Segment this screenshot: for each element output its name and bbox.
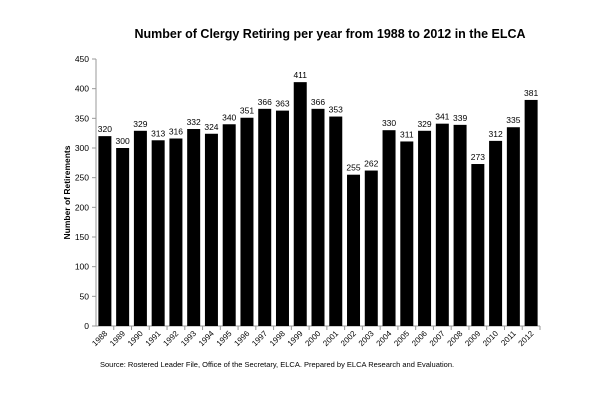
bar-1996 xyxy=(240,117,254,327)
x-tick-label-1991: 1991 xyxy=(144,329,163,348)
data-label-1993: 332 xyxy=(187,117,201,127)
y-tick-label: 250 xyxy=(75,173,89,183)
y-tick-label: 150 xyxy=(75,232,89,242)
data-label-2008: 339 xyxy=(453,113,467,123)
x-tick-label-1994: 1994 xyxy=(197,329,216,348)
x-tick-label-1993: 1993 xyxy=(179,329,198,348)
y-tick-label: 50 xyxy=(80,291,90,301)
data-label-2000: 366 xyxy=(311,97,325,107)
bar-1994 xyxy=(204,133,218,326)
x-tick-label-1990: 1990 xyxy=(126,329,145,348)
bar-2002 xyxy=(347,174,361,326)
x-tick-label-2000: 2000 xyxy=(303,329,322,348)
bar-1999 xyxy=(293,82,307,326)
bar-2012 xyxy=(524,99,538,326)
x-tick-label-2010: 2010 xyxy=(481,329,500,348)
data-label-2005: 311 xyxy=(400,129,414,139)
x-tick-label-2011: 2011 xyxy=(499,329,518,348)
bar-2005 xyxy=(400,141,414,326)
bar-2011 xyxy=(506,127,520,326)
bar-2004 xyxy=(382,130,396,326)
y-tick-label: 100 xyxy=(75,262,89,272)
data-label-2006: 329 xyxy=(417,119,431,129)
x-tick-label-2012: 2012 xyxy=(517,329,536,348)
data-label-1989: 300 xyxy=(116,136,130,146)
x-tick-label-1989: 1989 xyxy=(108,329,127,348)
bar-1989 xyxy=(116,148,130,326)
x-tick-label-2007: 2007 xyxy=(428,329,447,348)
data-label-2012: 381 xyxy=(524,88,538,98)
bar-2008 xyxy=(453,124,467,326)
data-label-1991: 313 xyxy=(151,128,165,138)
x-tick-label-2003: 2003 xyxy=(357,329,376,348)
data-label-1988: 320 xyxy=(98,124,112,134)
x-tick-label-1995: 1995 xyxy=(215,329,234,348)
data-label-2004: 330 xyxy=(382,118,396,128)
data-label-1995: 340 xyxy=(222,112,236,122)
bar-1997 xyxy=(258,108,272,326)
bar-2009 xyxy=(471,164,485,326)
bar-2000 xyxy=(311,108,325,326)
y-tick-label: 400 xyxy=(75,84,89,94)
x-tick-label-1988: 1988 xyxy=(90,329,109,348)
data-label-1998: 363 xyxy=(275,99,289,109)
bar-2003 xyxy=(364,170,378,326)
bar-1992 xyxy=(169,138,183,326)
x-tick-label-2001: 2001 xyxy=(321,329,340,348)
x-tick-label-1998: 1998 xyxy=(268,329,287,348)
x-tick-label-1997: 1997 xyxy=(250,329,269,348)
data-label-1996: 351 xyxy=(240,106,254,116)
bar-2006 xyxy=(418,130,432,326)
data-label-1999: 411 xyxy=(293,70,307,80)
bar-1995 xyxy=(222,124,236,327)
data-label-1997: 366 xyxy=(258,97,272,107)
data-label-2003: 262 xyxy=(364,159,378,169)
bar-1993 xyxy=(187,129,201,326)
data-label-2007: 341 xyxy=(435,112,449,122)
data-label-1990: 329 xyxy=(133,119,147,129)
x-tick-label-2002: 2002 xyxy=(339,329,358,348)
x-tick-label-1992: 1992 xyxy=(161,329,180,348)
y-tick-label: 450 xyxy=(75,54,89,64)
x-tick-label-2005: 2005 xyxy=(392,329,411,348)
x-tick-label-2006: 2006 xyxy=(410,329,429,348)
data-label-2002: 255 xyxy=(346,163,360,173)
y-axis-label: Number of Retirements xyxy=(62,145,72,239)
bar-1991 xyxy=(151,140,165,326)
data-label-2009: 273 xyxy=(471,152,485,162)
chart-title: Number of Clergy Retiring per year from … xyxy=(134,27,526,41)
bar-2007 xyxy=(435,123,449,326)
y-tick-label: 300 xyxy=(75,143,89,153)
y-tick-label: 350 xyxy=(75,113,89,123)
y-tick-label: 200 xyxy=(75,202,89,212)
source-note: Source: Rostered Leader File, Office of … xyxy=(100,360,455,369)
bar-1998 xyxy=(275,110,289,327)
data-label-2001: 353 xyxy=(329,105,343,115)
bar-2010 xyxy=(489,140,503,326)
x-tick-label-2008: 2008 xyxy=(446,329,465,348)
data-label-2010: 312 xyxy=(489,129,503,139)
x-tick-label-1999: 1999 xyxy=(286,329,305,348)
bar-1988 xyxy=(98,136,112,326)
data-label-1992: 316 xyxy=(169,127,183,137)
bar-1990 xyxy=(133,130,147,326)
y-tick-label: 0 xyxy=(84,321,89,331)
x-tick-label-2009: 2009 xyxy=(463,329,482,348)
data-label-1994: 324 xyxy=(204,122,218,132)
x-tick-label-2004: 2004 xyxy=(375,329,394,348)
bar-2001 xyxy=(329,116,343,326)
x-tick-label-1996: 1996 xyxy=(232,329,251,348)
data-label-2011: 335 xyxy=(506,115,520,125)
